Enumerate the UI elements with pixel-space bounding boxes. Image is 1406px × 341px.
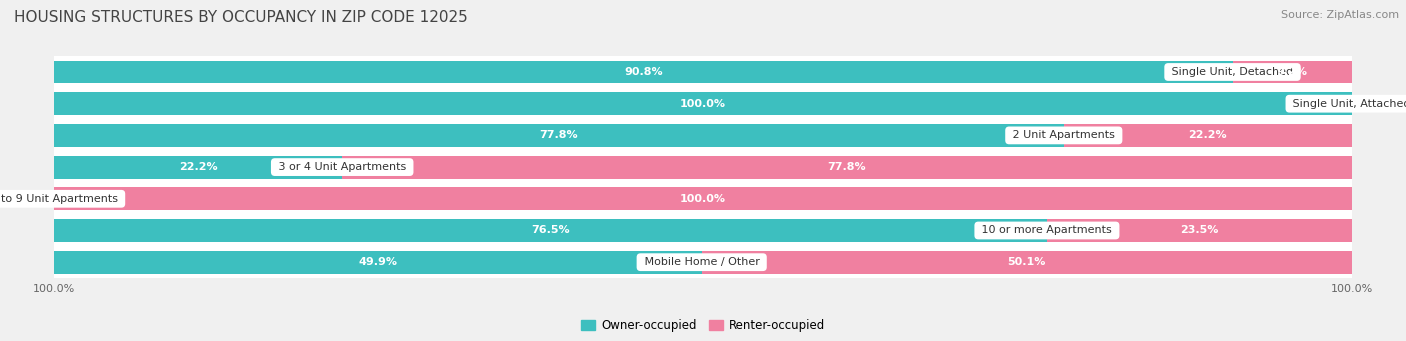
Bar [53, 92, 1353, 115]
Bar [53, 124, 1064, 147]
Bar [1064, 124, 1353, 147]
Text: 49.9%: 49.9% [359, 257, 398, 267]
Bar [53, 187, 1353, 210]
Bar [53, 151, 1353, 183]
Bar [342, 156, 1353, 178]
Text: 2 Unit Apartments: 2 Unit Apartments [1010, 130, 1119, 140]
Bar [53, 246, 1353, 278]
Text: Source: ZipAtlas.com: Source: ZipAtlas.com [1281, 10, 1399, 20]
Bar [53, 124, 1353, 147]
Text: 50.1%: 50.1% [1008, 257, 1046, 267]
Text: 76.5%: 76.5% [531, 225, 569, 236]
Text: 3 or 4 Unit Apartments: 3 or 4 Unit Apartments [274, 162, 409, 172]
Bar [1047, 219, 1353, 242]
Bar [53, 214, 1353, 246]
Legend: Owner-occupied, Renter-occupied: Owner-occupied, Renter-occupied [576, 314, 830, 337]
Bar [53, 219, 1047, 242]
Text: 90.8%: 90.8% [624, 67, 662, 77]
Bar [53, 183, 1353, 214]
Text: 100.0%: 100.0% [681, 99, 725, 109]
Text: 77.8%: 77.8% [828, 162, 866, 172]
Bar [53, 156, 1353, 178]
Text: Single Unit, Attached: Single Unit, Attached [1289, 99, 1406, 109]
Bar [53, 56, 1353, 88]
Text: 10 or more Apartments: 10 or more Apartments [979, 225, 1115, 236]
Text: 100.0%: 100.0% [681, 194, 725, 204]
Bar [53, 88, 1353, 120]
Bar [1233, 61, 1353, 84]
Text: 9.2%: 9.2% [1277, 67, 1308, 77]
Text: 22.2%: 22.2% [1188, 130, 1227, 140]
Text: 77.8%: 77.8% [540, 130, 578, 140]
Bar [53, 187, 1353, 210]
Text: Mobile Home / Other: Mobile Home / Other [641, 257, 763, 267]
Text: 23.5%: 23.5% [1180, 225, 1219, 236]
Bar [702, 251, 1353, 273]
Bar [53, 120, 1353, 151]
Bar [53, 61, 1233, 84]
Bar [53, 156, 342, 178]
Text: HOUSING STRUCTURES BY OCCUPANCY IN ZIP CODE 12025: HOUSING STRUCTURES BY OCCUPANCY IN ZIP C… [14, 10, 468, 25]
Bar [53, 219, 1353, 242]
Bar [53, 61, 1353, 84]
Bar [53, 251, 702, 273]
Text: 5 to 9 Unit Apartments: 5 to 9 Unit Apartments [0, 194, 121, 204]
Bar [53, 251, 1353, 273]
Bar [53, 92, 1353, 115]
Text: 22.2%: 22.2% [179, 162, 218, 172]
Text: Single Unit, Detached: Single Unit, Detached [1168, 67, 1296, 77]
